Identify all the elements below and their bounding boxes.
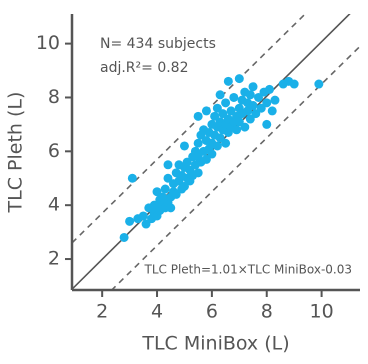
data-point <box>243 106 253 116</box>
data-point <box>262 119 272 129</box>
x-tick-label: 8 <box>261 301 273 323</box>
data-point <box>256 103 266 113</box>
data-point <box>160 184 170 194</box>
data-point <box>234 117 244 127</box>
data-point <box>163 160 173 170</box>
y-tick-label: 4 <box>48 194 60 216</box>
data-point <box>245 114 255 124</box>
agreement-line <box>72 14 307 244</box>
fit-label: TLC Pleth=1.01×TLC MiniBox-0.03 <box>144 263 353 277</box>
y-axis-label: TLC Pleth (L) <box>5 92 27 214</box>
data-point <box>119 232 129 242</box>
data-point <box>179 141 189 151</box>
data-point <box>163 173 173 183</box>
y-tick-label: 6 <box>48 140 60 162</box>
data-point <box>248 82 258 92</box>
data-point <box>152 187 162 197</box>
data-point <box>149 200 159 210</box>
x-tick-label: 10 <box>310 301 334 323</box>
data-point <box>179 181 189 191</box>
data-point <box>267 106 277 116</box>
data-point <box>223 76 233 86</box>
data-point <box>221 98 231 108</box>
data-point <box>207 149 217 159</box>
data-point <box>232 125 242 135</box>
data-point <box>193 168 203 178</box>
data-point <box>254 92 264 102</box>
data-point <box>193 111 203 121</box>
data-point <box>270 95 280 105</box>
x-axis-label: TLC MiniBox (L) <box>141 333 289 355</box>
data-point <box>201 154 211 164</box>
data-point <box>218 109 228 119</box>
x-tick-label: 4 <box>151 301 163 323</box>
data-point <box>193 138 203 148</box>
data-point <box>240 122 250 132</box>
data-point <box>158 192 168 202</box>
annotation: N= 434 subjects <box>100 36 216 52</box>
data-point <box>234 74 244 84</box>
data-point <box>171 189 181 199</box>
data-point <box>221 138 231 148</box>
data-point <box>141 219 151 229</box>
data-point <box>138 211 148 221</box>
data-point <box>289 79 299 89</box>
data-point <box>212 141 222 151</box>
data-point <box>210 111 220 121</box>
data-point <box>125 216 135 226</box>
data-point <box>245 90 255 100</box>
data-point <box>166 203 176 213</box>
data-point <box>251 109 261 119</box>
data-point <box>229 92 239 102</box>
data-point <box>127 173 137 183</box>
y-tick-label: 2 <box>48 248 60 270</box>
data-point <box>201 106 211 116</box>
data-point <box>248 101 258 111</box>
x-tick-label: 6 <box>206 301 218 323</box>
annotation: adj.R²= 0.82 <box>100 60 189 76</box>
data-point <box>264 84 274 94</box>
data-point <box>215 133 225 143</box>
y-tick-label: 10 <box>36 32 60 54</box>
data-point <box>212 103 222 113</box>
data-point <box>262 98 272 108</box>
data-point <box>182 157 192 167</box>
agreement-line <box>110 45 360 290</box>
data-point <box>215 90 225 100</box>
x-tick-label: 2 <box>96 301 108 323</box>
data-point <box>314 79 324 89</box>
data-point <box>226 106 236 116</box>
y-tick-label: 8 <box>48 86 60 108</box>
